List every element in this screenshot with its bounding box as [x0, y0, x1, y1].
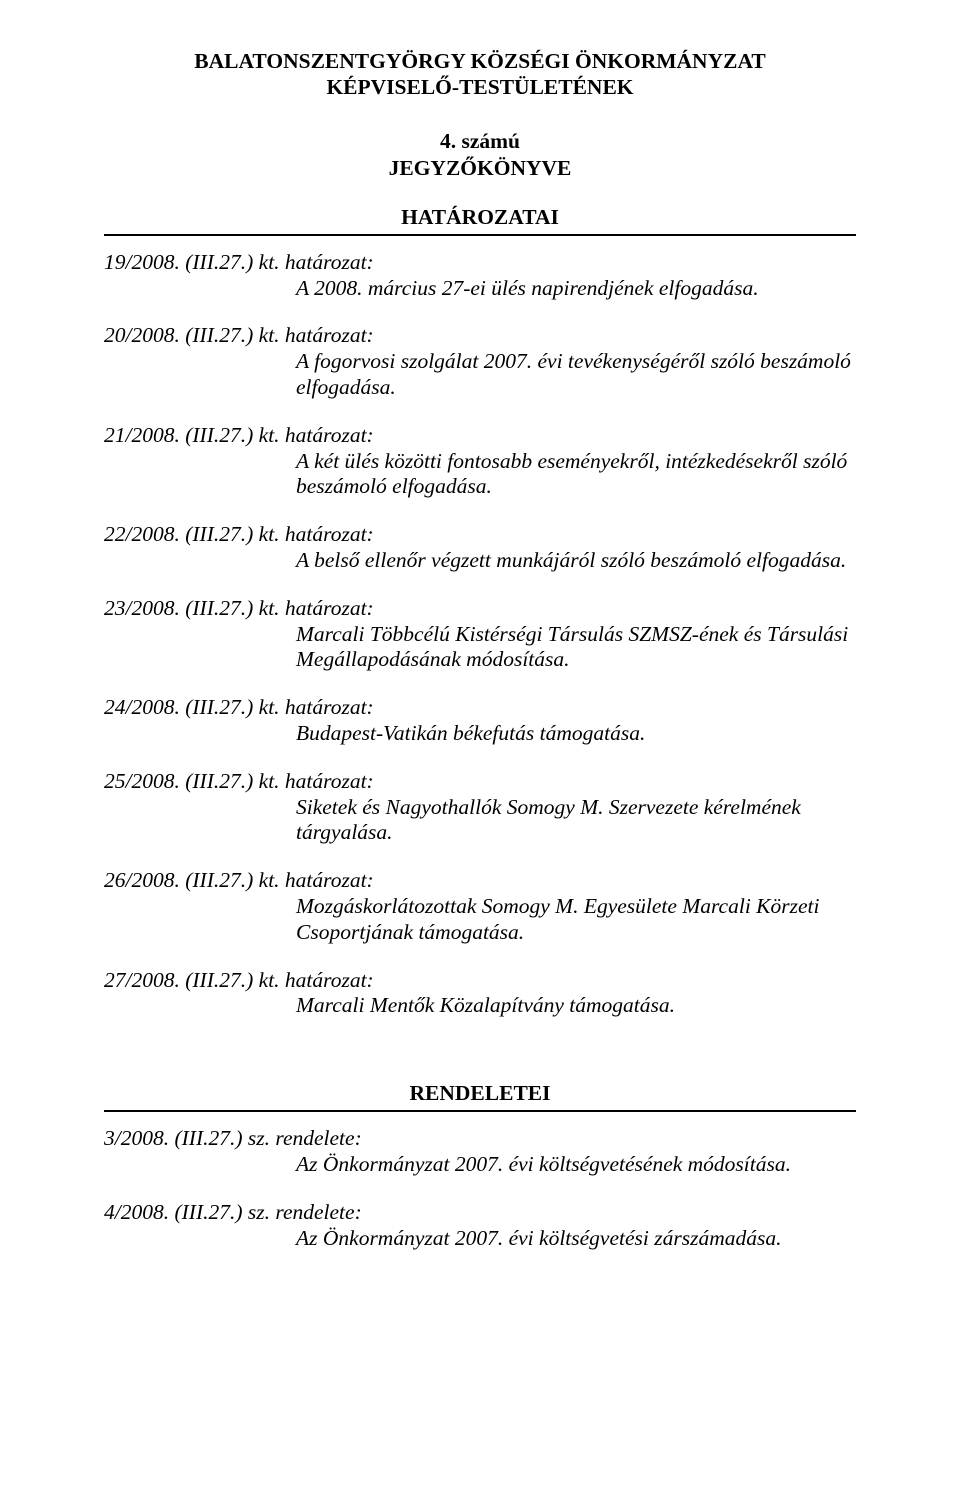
divider	[104, 1110, 856, 1112]
resolution-entry: 19/2008. (III.27.) kt. határozat: A 2008…	[104, 250, 856, 302]
divider	[104, 234, 856, 236]
resolution-ref: 24/2008. (III.27.) kt. határozat:	[104, 695, 374, 719]
org-line-2: KÉPVISELŐ-TESTÜLETÉNEK	[104, 74, 856, 100]
resolution-entry: 25/2008. (III.27.) kt. határozat: Sikete…	[104, 769, 856, 846]
resolution-entry: 24/2008. (III.27.) kt. határozat: Budape…	[104, 695, 856, 747]
resolution-ref: 23/2008. (III.27.) kt. határozat:	[104, 596, 374, 620]
resolution-desc: Siketek és Nagyothallók Somogy M. Szerve…	[104, 795, 856, 847]
resolution-ref: 20/2008. (III.27.) kt. határozat:	[104, 323, 374, 347]
resolution-desc: A két ülés közötti fontosabb eseményekrő…	[104, 449, 856, 501]
resolution-desc: Budapest-Vatikán békefutás támogatása.	[104, 721, 856, 747]
resolution-entry: 26/2008. (III.27.) kt. határozat: Mozgás…	[104, 868, 856, 945]
org-title: BALATONSZENTGYÖRGY KÖZSÉGI ÖNKORMÁNYZAT …	[104, 48, 856, 100]
decree-desc: Az Önkormányzat 2007. évi költségvetésén…	[104, 1152, 856, 1178]
document-page: BALATONSZENTGYÖRGY KÖZSÉGI ÖNKORMÁNYZAT …	[0, 0, 960, 1491]
doc-number-line-1: 4. számú	[104, 128, 856, 154]
resolution-entry: 22/2008. (III.27.) kt. határozat: A bels…	[104, 522, 856, 574]
resolution-desc: A belső ellenőr végzett munkájáról szóló…	[104, 548, 856, 574]
resolution-desc: Marcali Mentők Közalapítvány támogatása.	[104, 993, 856, 1019]
section-spacer	[104, 1041, 856, 1081]
decree-ref: 3/2008. (III.27.) sz. rendelete:	[104, 1126, 362, 1150]
decrees-heading: RENDELETEI	[104, 1081, 856, 1106]
decree-entry: 4/2008. (III.27.) sz. rendelete: Az Önko…	[104, 1200, 856, 1252]
org-line-1: BALATONSZENTGYÖRGY KÖZSÉGI ÖNKORMÁNYZAT	[104, 48, 856, 74]
resolution-entry: 21/2008. (III.27.) kt. határozat: A két …	[104, 423, 856, 500]
resolution-ref: 25/2008. (III.27.) kt. határozat:	[104, 769, 374, 793]
decree-entry: 3/2008. (III.27.) sz. rendelete: Az Önko…	[104, 1126, 856, 1178]
resolution-ref: 21/2008. (III.27.) kt. határozat:	[104, 423, 374, 447]
resolutions-heading: HATÁROZATAI	[104, 205, 856, 230]
resolution-desc: A fogorvosi szolgálat 2007. évi tevékeny…	[104, 349, 856, 401]
resolution-desc: A 2008. március 27-ei ülés napirendjének…	[104, 276, 856, 302]
resolution-ref: 26/2008. (III.27.) kt. határozat:	[104, 868, 374, 892]
decree-ref: 4/2008. (III.27.) sz. rendelete:	[104, 1200, 362, 1224]
resolution-entry: 23/2008. (III.27.) kt. határozat: Marcal…	[104, 596, 856, 673]
decree-desc: Az Önkormányzat 2007. évi költségvetési …	[104, 1226, 856, 1252]
doc-number-line-2: JEGYZŐKÖNYVE	[104, 155, 856, 181]
resolution-ref: 27/2008. (III.27.) kt. határozat:	[104, 968, 374, 992]
resolution-entry: 27/2008. (III.27.) kt. határozat: Marcal…	[104, 968, 856, 1020]
resolution-desc: Mozgáskorlátozottak Somogy M. Egyesülete…	[104, 894, 856, 946]
resolution-ref: 22/2008. (III.27.) kt. határozat:	[104, 522, 374, 546]
doc-number: 4. számú JEGYZŐKÖNYVE	[104, 128, 856, 180]
resolution-desc: Marcali Többcélú Kistérségi Társulás SZM…	[104, 622, 856, 674]
resolution-entry: 20/2008. (III.27.) kt. határozat: A fogo…	[104, 323, 856, 400]
resolution-ref: 19/2008. (III.27.) kt. határozat:	[104, 250, 374, 274]
